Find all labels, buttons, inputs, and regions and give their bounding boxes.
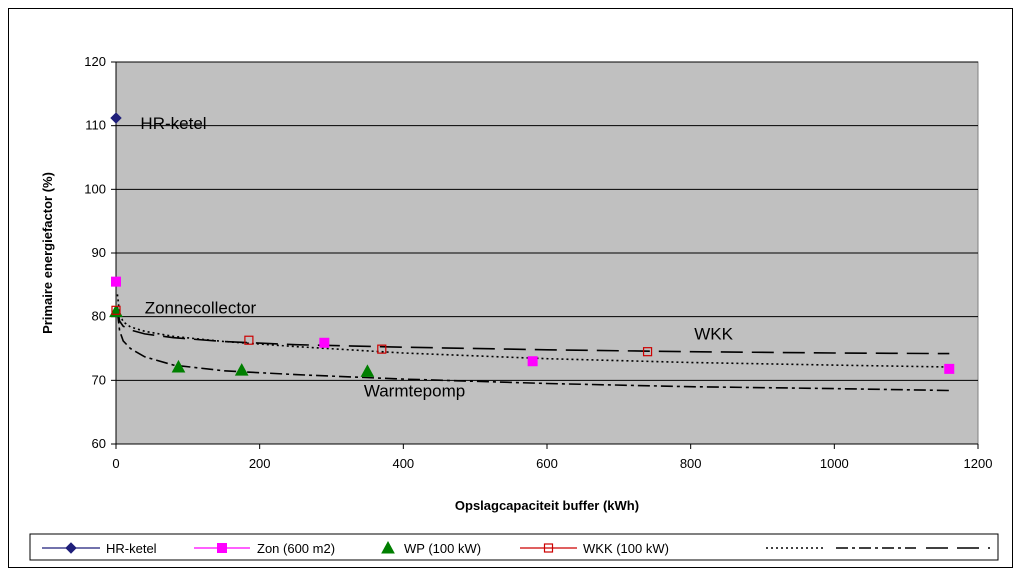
y-tick-label: 70 <box>92 372 106 387</box>
legend-marker-diamond <box>65 542 77 554</box>
data-point-square <box>527 356 538 367</box>
trend-lines <box>116 294 950 392</box>
data-point-open-square <box>377 344 387 354</box>
x-tick-label: 1200 <box>964 456 993 471</box>
x-axis-title: Opslagcapaciteit buffer (kWh) <box>455 498 639 513</box>
y-axis-title: Primaire energiefactor (%) <box>40 172 55 334</box>
legend-box <box>29 533 999 561</box>
trend-line-6 <box>116 306 950 355</box>
legend-label: WKK (100 kW) <box>583 541 669 556</box>
legend-label: HR-ketel <box>106 541 157 556</box>
data-point-diamond <box>110 112 122 124</box>
data-point-open-square <box>111 305 121 315</box>
x-tick-label: 200 <box>249 456 271 471</box>
legend-label: WP (100 kW) <box>404 541 481 556</box>
annotation-label: WKK <box>694 325 733 344</box>
y-tick-label: 120 <box>84 54 106 69</box>
y-tick-label: 80 <box>92 309 106 324</box>
x-tick-label: 1000 <box>820 456 849 471</box>
data-point-square <box>111 276 121 287</box>
legend-marker-open-square <box>543 543 554 553</box>
legend-label: Zon (600 m2) <box>257 541 335 556</box>
x-tick-label: 800 <box>680 456 702 471</box>
data-point-square <box>319 337 330 348</box>
annotation-label: Zonnecollector <box>145 298 257 317</box>
trend-line-4 <box>116 294 950 368</box>
data-point-open-square <box>642 347 653 357</box>
legend-marker-triangle <box>381 540 395 554</box>
trend-line-5 <box>116 311 950 392</box>
data-markers <box>109 112 955 377</box>
annotations: HR-ketel Zonnecollector WKK Warmtepomp <box>140 114 733 400</box>
legend-marker-square <box>217 543 227 553</box>
data-point-open-square <box>244 335 254 345</box>
x-tick-label: 0 <box>112 456 119 471</box>
annotation-label: Warmtepomp <box>364 381 465 400</box>
y-tick-label: 100 <box>84 181 106 196</box>
y-tick-label: 90 <box>92 245 106 260</box>
data-point-triangle <box>171 359 186 373</box>
x-tick-label: 400 <box>392 456 414 471</box>
y-tick-label: 60 <box>92 436 106 451</box>
data-point-triangle <box>234 363 249 376</box>
legend: HR-ketel Zon (600 m2) WP (100 kW) WKK (100 … <box>29 533 999 561</box>
data-point-square <box>944 363 955 374</box>
data-point-triangle <box>360 364 375 377</box>
annotation-label: HR-ketel <box>140 114 206 133</box>
x-tick-label: 600 <box>536 456 558 471</box>
y-tick-label: 110 <box>85 118 106 133</box>
gridlines <box>116 61 978 381</box>
